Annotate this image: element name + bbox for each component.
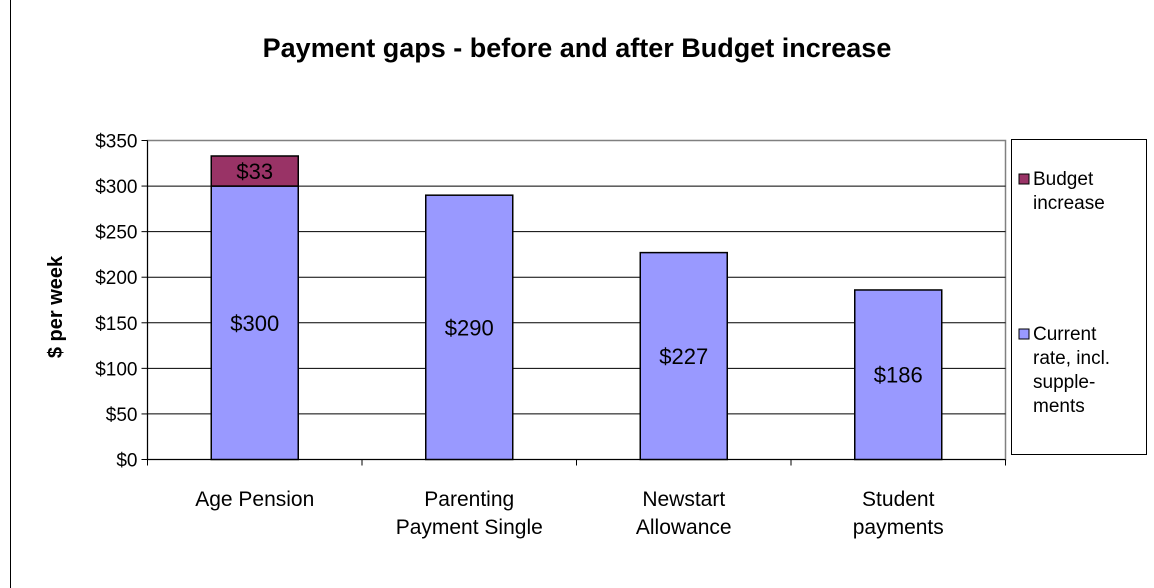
- data-label: $290: [445, 315, 494, 340]
- y-tick-label: $0: [116, 451, 137, 472]
- bar-current-rate: [425, 194, 514, 461]
- data-labels: $300 $33 $290 $227 $186: [230, 159, 922, 388]
- y-axis-label: $ per week: [45, 255, 67, 358]
- bars: [210, 155, 943, 461]
- y-tick-label: $300: [95, 177, 137, 198]
- legend: Budget increase Current rate, incl. supple-m…: [1011, 139, 1147, 455]
- y-tick-label: $100: [95, 359, 137, 380]
- data-label: $300: [230, 311, 279, 336]
- legend-box: [1011, 139, 1147, 455]
- y-tick-label: $50: [106, 405, 138, 426]
- data-label: $186: [874, 363, 923, 388]
- legend-swatch: [1018, 173, 1030, 185]
- legend-swatch: [1018, 328, 1030, 340]
- y-tick-label: $150: [95, 314, 137, 335]
- axes: [141, 140, 1006, 466]
- x-category-label: Parenting Payment Single: [396, 488, 543, 539]
- chart-title: Payment gaps - before and after Budget i…: [263, 33, 892, 63]
- legend-entry: Budget increase: [1033, 169, 1105, 214]
- x-category-label: Student payments: [853, 488, 944, 539]
- y-tick-label: $200: [95, 268, 137, 289]
- legend-entry: Current rate, incl. supple-ments: [1033, 324, 1110, 417]
- bar-current-rate: [639, 251, 728, 461]
- data-label: $33: [236, 159, 273, 184]
- y-tick-labels: $0 $50 $100 $150 $200 $250 $300 $350: [95, 132, 137, 472]
- x-category-labels: Age Pension Parenting Payment Single Newsta…: [195, 488, 944, 539]
- x-category-label: Newstart Allowance: [636, 488, 732, 539]
- bar-current-rate: [854, 289, 943, 461]
- x-category-label: Age Pension: [195, 488, 314, 511]
- y-tick-label: $350: [95, 132, 137, 153]
- y-tick-label: $250: [95, 223, 137, 244]
- data-label: $227: [659, 344, 708, 369]
- bar-current-rate: [210, 185, 299, 461]
- bar-budget-increase: [210, 155, 299, 187]
